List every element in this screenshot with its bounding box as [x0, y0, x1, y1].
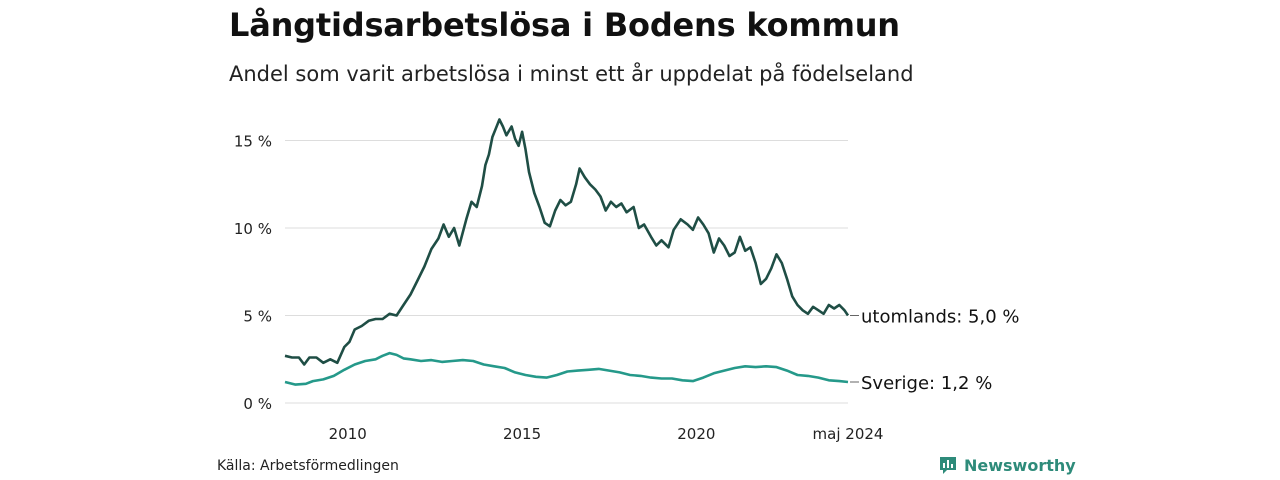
y-tick-label: 15 %: [234, 133, 272, 151]
end-label-utomlands: utomlands: 5,0 %: [861, 307, 1020, 328]
chart-title: Långtidsarbetslösa i Bodens kommun: [229, 6, 900, 44]
series-line-utomlands: [284, 118, 850, 366]
y-tick-label: 10 %: [234, 220, 272, 238]
series-line-sverige: [284, 351, 849, 386]
y-tick-label: 5 %: [243, 308, 272, 326]
end-label-sverige: Sverige: 1,2 %: [861, 373, 992, 394]
newsworthy-logo-icon: [940, 457, 956, 474]
source-note: Källa: Arbetsförmedlingen: [217, 458, 399, 474]
label-layer: 0 % 5 % 10 % 15 % 2010 2015 2020 maj 2024 utomla…: [234, 133, 1020, 444]
chart-subtitle: Andel som varit arbetslösa i minst ett å…: [229, 62, 914, 86]
series-layer: [284, 118, 850, 386]
y-tick-label: 0 %: [243, 395, 272, 413]
x-tick-label: 2010: [329, 425, 367, 443]
grid-layer: [285, 140, 848, 404]
x-tick-label: 2020: [677, 425, 715, 443]
brand-logo[interactable]: Newsworthy: [938, 455, 1076, 475]
x-tick-label: maj 2024: [813, 425, 884, 443]
x-tick-label: 2015: [503, 425, 541, 443]
brand-name: Newsworthy: [964, 455, 1076, 475]
